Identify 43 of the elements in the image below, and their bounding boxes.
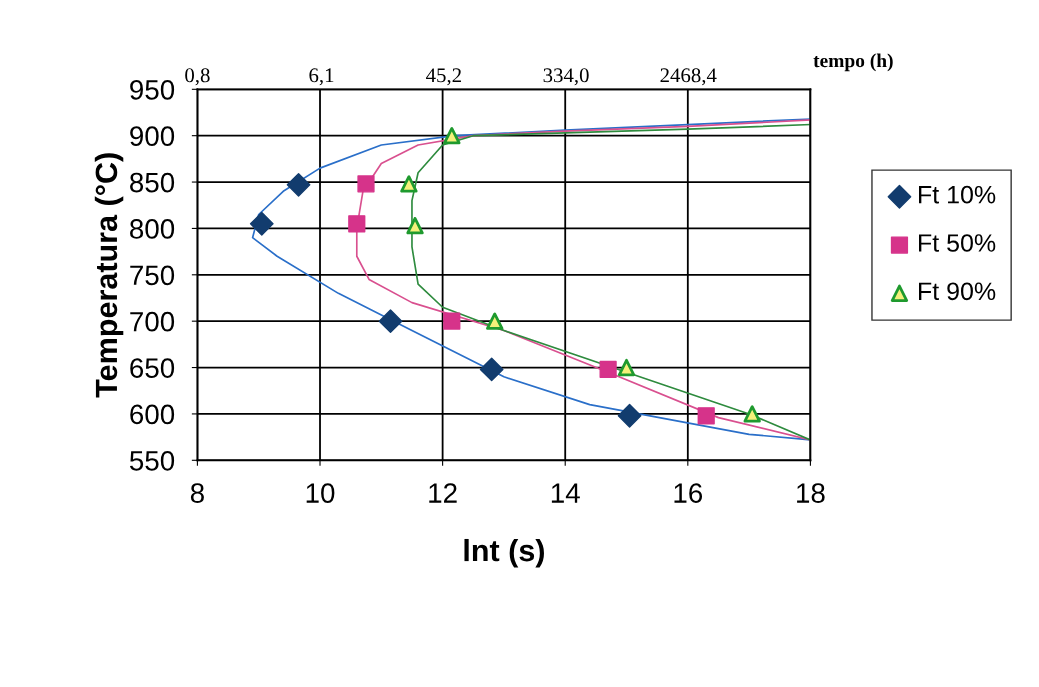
y-tick-label: 650 <box>130 358 175 378</box>
point <box>743 405 761 423</box>
point <box>599 360 617 379</box>
y-tick-label: 750 <box>130 265 175 286</box>
x2-axis-title: tempo (h) <box>813 53 893 72</box>
x-tick-label: 18 <box>797 483 825 503</box>
y-tick-label: 850 <box>130 172 175 193</box>
point <box>486 312 504 330</box>
point <box>443 312 461 330</box>
point <box>249 211 274 236</box>
point <box>479 357 504 382</box>
legend-label: Ft 50% <box>919 234 996 252</box>
point <box>348 215 366 233</box>
legend-label: Ft 90% <box>919 282 996 301</box>
point <box>286 172 311 197</box>
point <box>400 175 418 193</box>
x-tick-label: 8 <box>190 483 204 503</box>
line-series <box>251 118 811 441</box>
y-tick-label: 600 <box>130 404 175 425</box>
point <box>443 127 461 145</box>
x-tick-label: 12 <box>429 483 457 503</box>
point <box>617 403 642 428</box>
y-axis-title: Temperatura (°C) <box>94 153 124 398</box>
point <box>697 407 715 425</box>
x-tick-label: 14 <box>551 483 580 503</box>
y-tick-label: 700 <box>130 311 175 332</box>
x2-tick-label: 2468,4 <box>660 68 717 86</box>
x-tick-label: 16 <box>674 483 703 503</box>
x-axis-title: lnt (s) <box>464 538 544 568</box>
x2-tick-label: 0,8 <box>185 68 210 86</box>
legend-label: Ft 10% <box>919 185 996 204</box>
y-tick-label: 800 <box>130 219 175 239</box>
x-tick-label: 10 <box>306 483 335 503</box>
y-tick-label: 950 <box>130 79 175 100</box>
x2-tick-label: 45,2 <box>426 68 461 86</box>
point <box>378 309 403 334</box>
x2-tick-label: 334,0 <box>543 68 589 86</box>
x2-tick-label: 6,1 <box>309 68 334 86</box>
point <box>406 216 424 235</box>
y-tick-label: 900 <box>130 126 175 147</box>
point <box>617 358 636 377</box>
y-tick-label: 550 <box>129 450 175 471</box>
point <box>357 175 375 193</box>
